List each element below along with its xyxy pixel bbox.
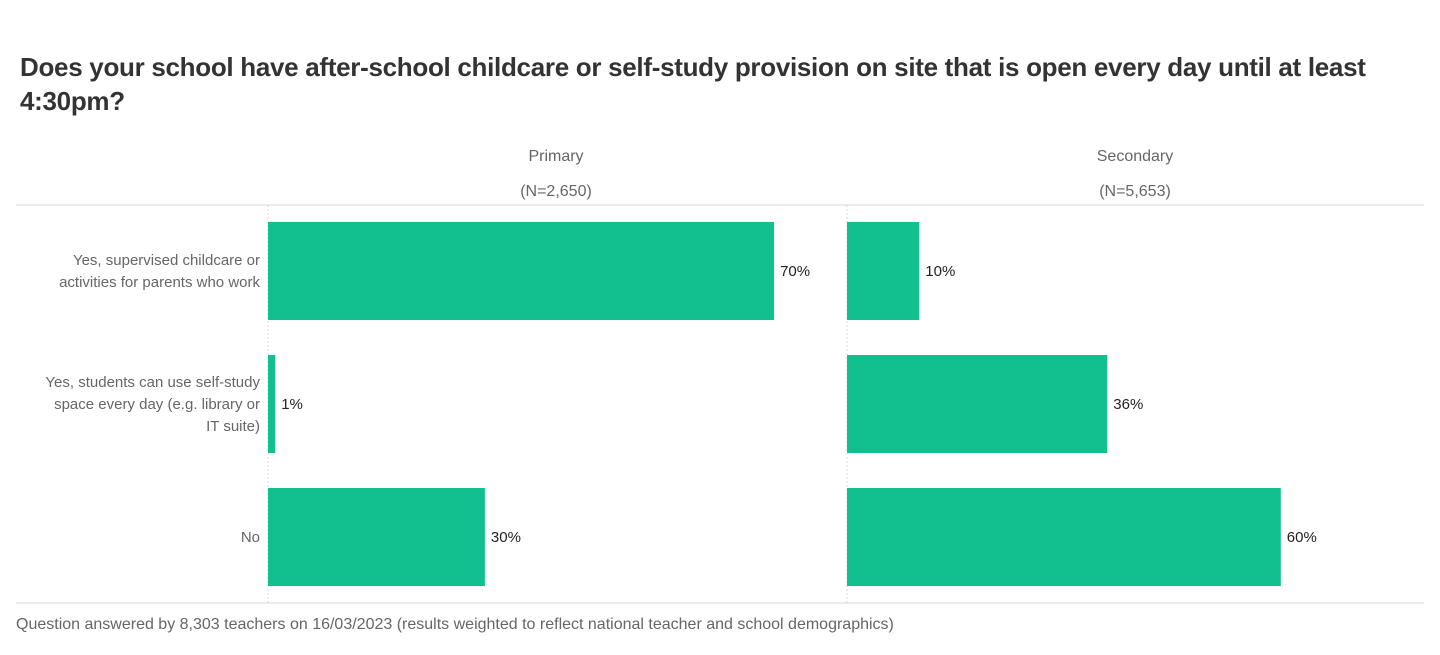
footer-note: Question answered by 8,303 teachers on 1…: [16, 616, 894, 633]
data-label-secondary-0: 10%: [925, 263, 955, 280]
data-label-primary-0: 70%: [780, 263, 810, 280]
panel-n-label-primary: (N=2,650): [520, 183, 592, 200]
category-label-0: Yes, supervised childcare or: [73, 252, 260, 269]
category-label-1: IT suite): [206, 418, 260, 435]
bar-secondary-0: [847, 222, 920, 320]
category-label-2: No: [241, 529, 260, 546]
panel-title-secondary: Secondary: [1097, 148, 1174, 165]
data-label-secondary-1: 36%: [1113, 396, 1143, 413]
data-label-primary-1: 1%: [281, 396, 303, 413]
bar-primary-2: [268, 488, 485, 586]
bar-secondary-2: [847, 488, 1281, 586]
data-label-secondary-2: 60%: [1287, 529, 1317, 546]
panel-n-label-secondary: (N=5,653): [1099, 183, 1171, 200]
bar-secondary-1: [847, 355, 1108, 453]
bar-primary-0: [268, 222, 775, 320]
chart-title: Does your school have after-school child…: [20, 52, 1366, 116]
data-label-primary-2: 30%: [491, 529, 521, 546]
category-label-1: Yes, students can use self-study: [45, 374, 260, 391]
category-label-1: space every day (e.g. library or: [54, 396, 260, 413]
bar-primary-1: [268, 355, 276, 453]
category-label-0: activities for parents who work: [59, 274, 260, 291]
panel-title-primary: Primary: [528, 148, 583, 165]
